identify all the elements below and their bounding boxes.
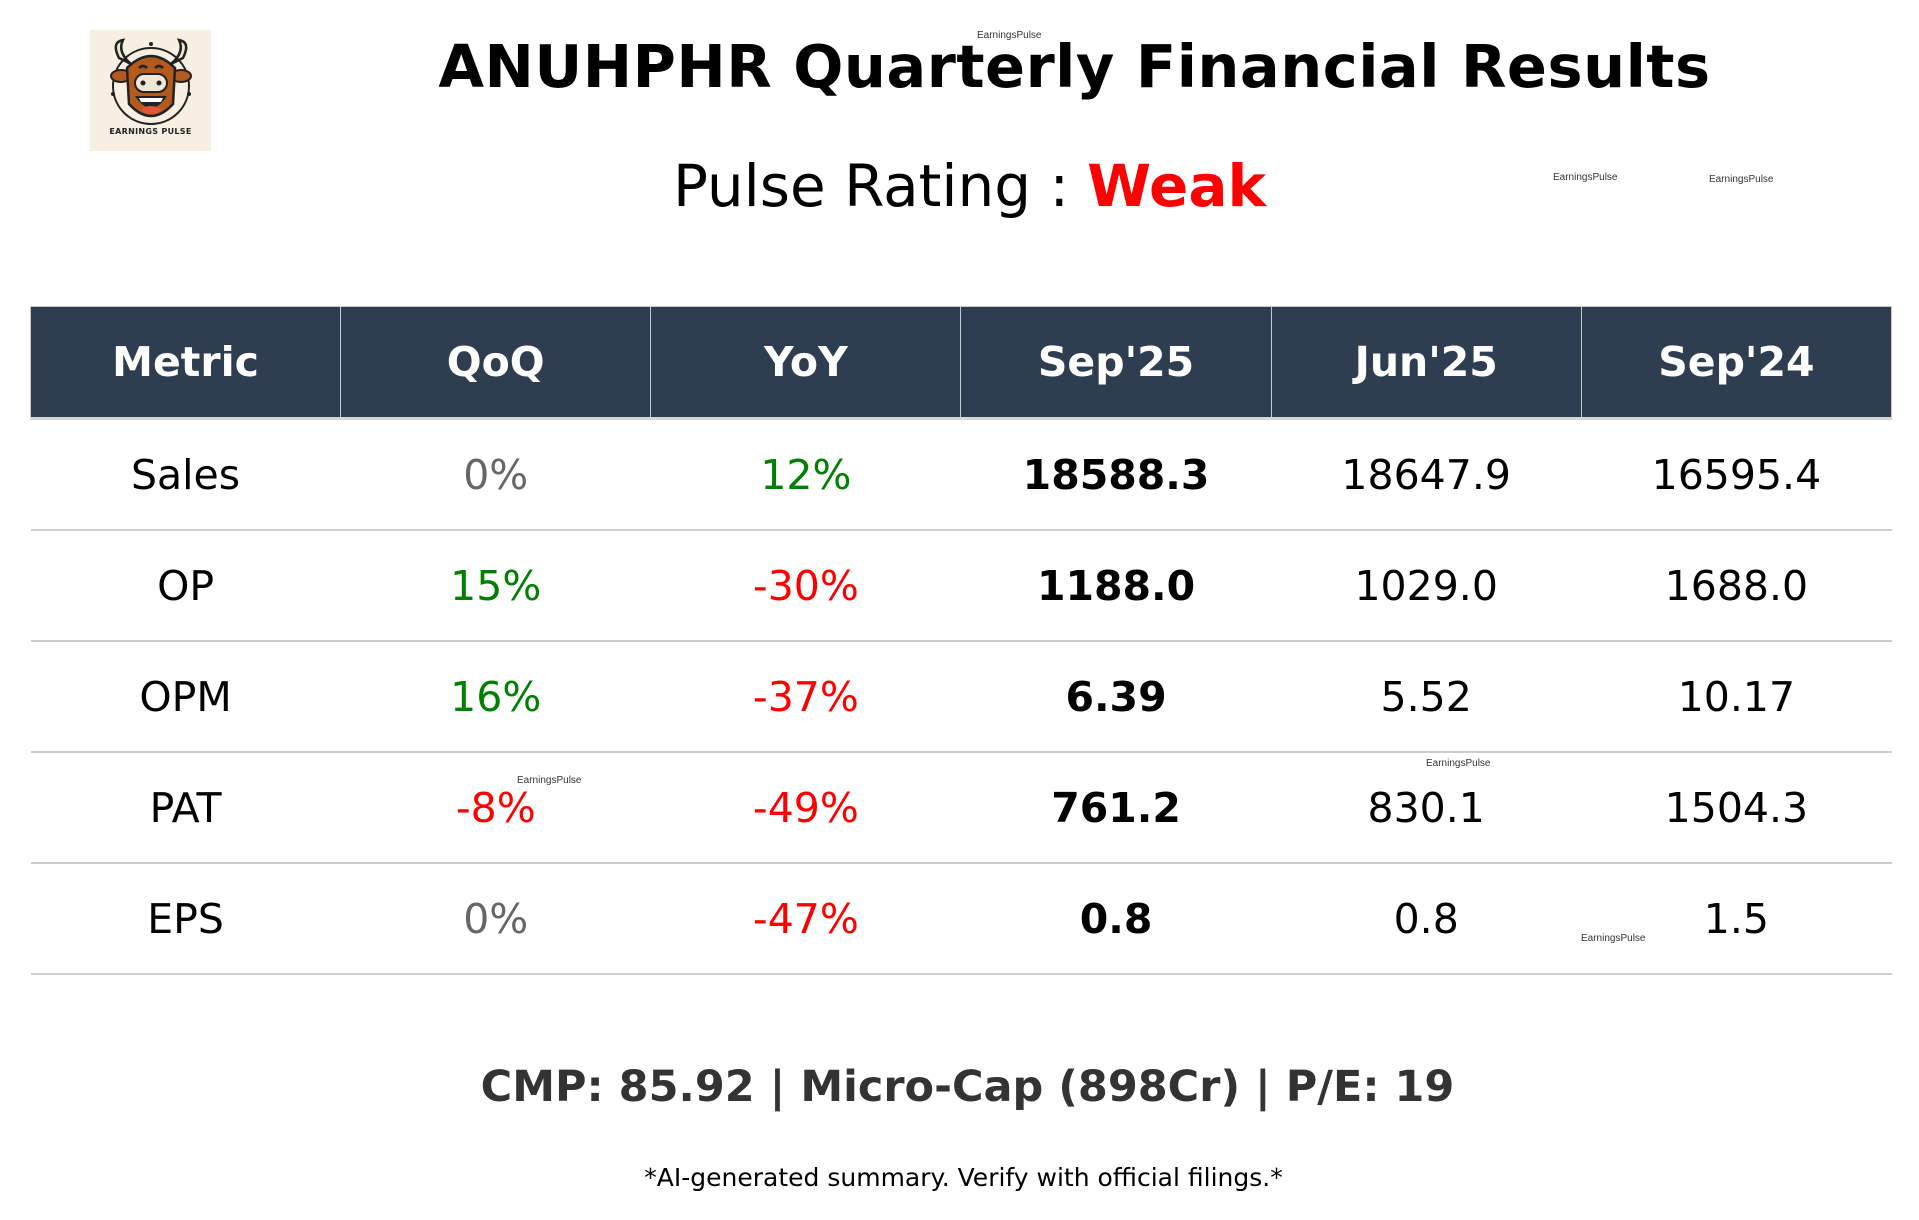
rating-value: Weak: [1087, 152, 1267, 220]
value-sep25: 761.2: [960, 752, 1272, 864]
value-sep24: 16595.4: [1581, 418, 1892, 531]
yoy-change: -30%: [650, 530, 961, 642]
disclaimer: *AI-generated summary. Verify with offic…: [644, 1163, 1283, 1192]
value-sep24: 1504.3: [1581, 752, 1892, 864]
yoy-change: -49%: [650, 752, 961, 864]
qoq-change: 0%: [340, 418, 651, 531]
value-jun25: 830.1: [1271, 752, 1582, 864]
table-row: PAT -8% -49% 761.2 830.1 1504.3: [30, 752, 1892, 864]
yoy-change: -47%: [650, 863, 961, 975]
page-title: ANUHPHR Quarterly Financial Results: [438, 32, 1711, 101]
value-sep25: 0.8: [960, 863, 1272, 975]
metric-name: PAT: [30, 752, 341, 864]
watermark-text: EarningsPulse: [1709, 174, 1774, 185]
value-sep25: 6.39: [960, 641, 1272, 753]
metric-name: OPM: [30, 641, 341, 753]
earnings-pulse-logo: EARNINGS PULSE: [90, 30, 211, 151]
table-row: OPM 16% -37% 6.39 5.52 10.17: [30, 641, 1892, 753]
value-jun25: 1029.0: [1271, 530, 1582, 642]
watermark-text: EarningsPulse: [1553, 172, 1618, 183]
financial-results-table: Metric QoQ YoY Sep'25 Jun'25 Sep'24 Sale…: [29, 306, 1893, 975]
column-header-qoq: QoQ: [340, 306, 652, 420]
metric-name: EPS: [30, 863, 341, 975]
market-summary: CMP: 85.92 | Micro-Cap (898Cr) | P/E: 19: [480, 1062, 1455, 1112]
bull-mascot-icon: [109, 38, 192, 125]
column-header-metric: Metric: [29, 306, 342, 420]
metric-name: OP: [30, 530, 341, 642]
logo-text: EARNINGS PULSE: [109, 127, 192, 136]
value-sep25: 1188.0: [960, 530, 1272, 642]
yoy-change: 12%: [650, 418, 961, 531]
yoy-change: -37%: [650, 641, 961, 753]
value-sep24: 1688.0: [1581, 530, 1892, 642]
table-header-row: Metric QoQ YoY Sep'25 Jun'25 Sep'24: [29, 306, 1893, 420]
table-row: OP 15% -30% 1188.0 1029.0 1688.0: [30, 530, 1892, 642]
table-row: EPS 0% -47% 0.8 0.8 1.5: [30, 863, 1892, 975]
pulse-rating: Pulse Rating : Weak: [0, 152, 1919, 220]
qoq-change: 15%: [340, 530, 651, 642]
qoq-change: 16%: [340, 641, 651, 753]
metric-name: Sales: [30, 418, 341, 531]
value-jun25: 18647.9: [1271, 418, 1582, 531]
column-header-jun25: Jun'25: [1270, 306, 1582, 420]
table-row: Sales 0% 12% 18588.3 18647.9 16595.4: [30, 418, 1892, 531]
value-sep25: 18588.3: [960, 418, 1272, 531]
column-header-sep24: Sep'24: [1580, 306, 1893, 420]
value-jun25: 0.8: [1271, 863, 1582, 975]
value-jun25: 5.52: [1271, 641, 1582, 753]
column-header-sep25: Sep'25: [960, 306, 1272, 420]
rating-label: Pulse Rating :: [672, 152, 1070, 220]
qoq-change: 0%: [340, 863, 651, 975]
watermark-text: EarningsPulse: [977, 30, 1042, 41]
value-sep24: 1.5: [1581, 863, 1892, 975]
column-header-yoy: YoY: [650, 306, 962, 420]
qoq-change: -8%: [340, 752, 651, 864]
value-sep24: 10.17: [1581, 641, 1892, 753]
